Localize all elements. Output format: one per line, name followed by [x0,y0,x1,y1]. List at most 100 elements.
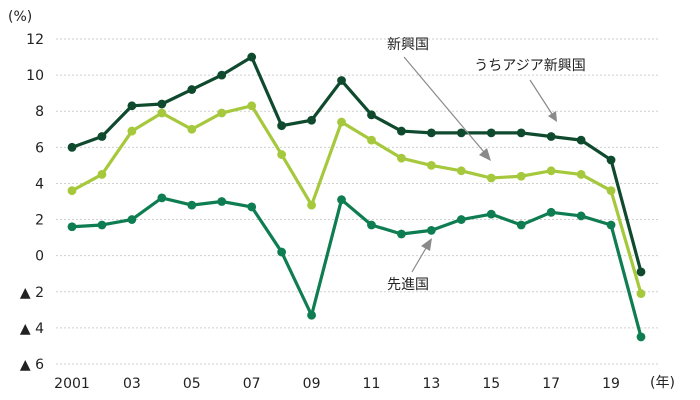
data-point [636,289,646,298]
data-point [516,128,526,138]
x-tick-label: 11 [363,376,381,392]
data-point [486,173,496,183]
data-point [97,220,107,230]
data-point [576,135,586,145]
callout-label-emerging: 新興国 [387,37,429,53]
x-tick-label: 19 [602,376,620,392]
data-point [636,332,646,342]
data-point [546,207,556,217]
y-tick-label: 8 [35,104,44,120]
y-axis-unit-label: (%) [8,9,32,25]
data-point [546,132,556,141]
data-point [97,170,107,179]
data-point [307,310,316,320]
data-point [606,220,616,230]
series-layer [67,52,646,342]
data-point [307,115,316,125]
data-point [97,132,107,141]
data-point [247,101,257,111]
callout-label-developed: 先進国 [387,277,429,293]
data-point [456,166,466,176]
data-point [277,121,287,131]
callout-emerging: 新興国 [387,37,491,161]
x-tick-label: 07 [243,376,261,392]
data-point [546,166,556,176]
series-2 [67,193,646,342]
data-point [606,155,616,165]
data-point [456,128,466,138]
callout-developed: 先進国 [387,238,432,293]
x-tick-label: 2001 [54,376,90,392]
x-tick-label: 15 [482,376,500,392]
data-point [426,160,436,170]
series-line [70,196,643,339]
x-axis-ticks: 2001 03 05 07 09 11 13 15 17 19 [54,376,620,392]
data-point [367,110,376,120]
x-tick-label: 05 [183,376,201,392]
data-point [337,195,346,205]
y-tick-label: ▲ 6 [20,357,44,373]
series-line [70,104,643,296]
data-point [157,108,167,118]
series-line [70,55,643,274]
series-0 [67,52,646,277]
data-point [247,52,257,62]
data-point [576,211,586,221]
data-point [397,126,406,136]
y-tick-label: 10 [26,68,44,84]
y-tick-label: 6 [35,140,44,156]
data-point [426,128,436,138]
callout-annotations: 新興国 うちアジア新興国 先進国 [387,37,586,293]
y-tick-label: 0 [35,249,44,265]
data-point [426,225,436,235]
x-tick-label: 17 [542,376,560,392]
y-tick-label: 2 [35,213,44,229]
x-axis-unit-label: (年) [650,375,675,391]
data-point [486,128,496,138]
data-point [127,101,137,111]
data-point [127,215,137,224]
data-point [277,247,287,257]
data-point [217,197,227,206]
y-tick-label: ▲ 4 [20,321,44,337]
data-point [606,186,616,196]
data-point [397,229,406,239]
x-tick-label: 09 [303,376,321,392]
x-tick-label: 13 [422,376,440,392]
y-tick-label: 12 [26,32,44,48]
callout-arrowhead-emerging [479,148,491,161]
data-point [217,108,227,118]
callout-arrowhead-developed [421,238,432,251]
callout-arrow-line-developed [411,247,427,273]
data-point [367,135,376,145]
data-point [247,202,257,212]
data-point [67,142,77,152]
data-point [397,153,406,163]
data-point [217,70,227,80]
data-point [157,99,167,109]
data-point [187,124,197,134]
data-point [456,215,466,224]
data-point [486,209,496,219]
data-point [187,85,197,94]
callout-asia-emerging: うちアジア新興国 [474,58,586,122]
y-axis-ticks: 12 10 8 6 4 2 0 ▲ 2 ▲ 4 ▲ 6 [20,32,44,373]
data-point [307,200,316,210]
chart-grid [56,38,660,365]
callout-arrowhead-asia-emerging [548,111,557,122]
data-point [516,171,526,181]
data-point [277,150,287,159]
data-point [516,220,526,230]
data-point [337,76,346,85]
series-1 [67,101,646,298]
data-point [67,222,77,232]
data-point [127,126,137,136]
x-tick-label: 03 [123,376,141,392]
y-tick-label: ▲ 2 [20,285,44,301]
y-tick-label: 4 [35,176,44,192]
data-point [367,220,376,230]
data-point [576,170,586,179]
callout-arrow-line-emerging [403,56,485,153]
data-point [337,117,346,127]
